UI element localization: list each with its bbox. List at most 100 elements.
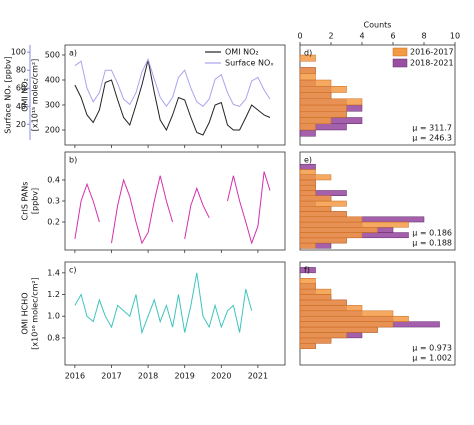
y2-tick-label: 60 (16, 84, 26, 93)
histogram-bar (299, 79, 332, 87)
panel-label: d) (304, 49, 312, 58)
histogram-bar (299, 343, 316, 349)
x-tick-label: 2017 (101, 372, 121, 381)
data-line (74, 59, 271, 136)
y2-axis-label: Surface NOₓ [ppbv] (4, 56, 13, 134)
histogram-bar (299, 73, 316, 81)
y2-tick-label: 80 (16, 66, 26, 75)
histogram-bar (299, 221, 409, 228)
y-axis-label: [ppbv] (31, 188, 40, 214)
legend-label: OMI NO₂ (225, 48, 259, 57)
histogram-bar (299, 242, 316, 249)
y-tick-label: 0.3 (47, 197, 60, 206)
annotation: μ = 311.7 (412, 124, 452, 133)
histogram-bar (299, 163, 316, 170)
x-tick-label: 6 (390, 32, 395, 41)
x-tick-label: 10 (450, 32, 460, 41)
histogram-bar (299, 179, 316, 186)
panel-label: f) (304, 266, 310, 275)
annotation: μ = 0.186 (412, 229, 452, 238)
y-tick-label: 300 (45, 101, 60, 110)
y-axis-label: [x10¹⁶ molec/cm²] (31, 277, 40, 349)
data-line (74, 58, 271, 108)
y-tick-label: 500 (45, 51, 60, 60)
data-line (74, 272, 253, 335)
annotation: μ = 1.002 (412, 354, 452, 363)
legend-swatch (392, 47, 408, 57)
histogram-bar (299, 294, 332, 301)
panel-label: c) (69, 266, 77, 275)
x-tick-label: 2016 (65, 372, 85, 381)
x-tick-label: 2021 (248, 372, 268, 381)
histogram-bar (299, 67, 316, 74)
y-tick-label: 200 (45, 126, 60, 135)
histogram-bar (299, 206, 332, 212)
y2-tick-label: 20 (16, 120, 26, 129)
histogram-bar (299, 326, 378, 333)
legend-label: Surface NOₓ (225, 59, 274, 68)
histogram-bar (299, 310, 394, 317)
x-tick-label: 2 (328, 32, 333, 41)
histogram-bar (299, 211, 347, 218)
y-axis-label: [x10¹⁵ molec/cm²] (31, 59, 40, 131)
x-tick-label: 0 (297, 32, 302, 41)
legend-label: 2016-2017 (410, 48, 454, 57)
y-axis-label: OMI NO₂ (21, 78, 30, 112)
histogram-bar (299, 195, 332, 202)
histogram-bar (299, 227, 378, 233)
histogram-bar (299, 200, 347, 207)
panel-label: b) (69, 156, 77, 165)
y-tick-label: 400 (45, 76, 60, 85)
y2-tick-label: 40 (16, 102, 26, 111)
histogram-bar (299, 174, 332, 181)
panel-frame (64, 151, 286, 251)
y-axis-label: CrIS PANs (21, 182, 30, 221)
histogram-bar (299, 232, 363, 239)
panel-frame (64, 44, 286, 146)
histogram-bar (299, 123, 316, 131)
x-tick-label: 2018 (138, 372, 158, 381)
histogram-bar (299, 184, 316, 191)
legend-swatch (392, 58, 408, 68)
histogram-bar (299, 283, 316, 290)
y-axis-label: OMI HCHO (21, 292, 30, 334)
histogram-bar (299, 129, 316, 137)
histogram-bar (299, 315, 409, 322)
histogram-bar (299, 104, 347, 112)
annotation: μ = 246.3 (412, 134, 452, 143)
histogram-bar (299, 332, 347, 339)
x-tick-label: 2019 (175, 372, 195, 381)
histogram-bar (299, 111, 347, 118)
x-tick-label: 8 (421, 32, 426, 41)
histogram-bar (299, 321, 394, 328)
legend-label: 2018-2021 (410, 59, 454, 68)
y-tick-label: 0.8 (47, 333, 60, 342)
histogram-bar (299, 299, 347, 306)
histogram-bar (299, 305, 363, 312)
histogram-bar (299, 337, 332, 344)
histogram-bar (299, 288, 332, 295)
y-tick-label: 0.2 (47, 218, 60, 227)
y-tick-label: 1.4 (47, 268, 60, 277)
y-tick-label: 0.4 (47, 175, 60, 184)
x-tick-label: 4 (359, 32, 364, 41)
histogram-bar (299, 98, 363, 106)
panel-label: a) (69, 49, 77, 58)
histogram-bar (299, 54, 316, 62)
histogram-bar (299, 86, 347, 93)
histogram-bar (299, 216, 363, 223)
y-tick-label: 1.2 (47, 290, 60, 299)
data-line (74, 171, 271, 245)
histogram-bar (299, 267, 316, 274)
annotation: μ = 0.973 (412, 344, 452, 353)
x-tick-label: 2020 (211, 372, 231, 381)
panel-label: e) (304, 156, 312, 165)
panel-frame (64, 261, 286, 366)
histogram-bar (299, 278, 316, 284)
y-tick-label: 1.0 (47, 312, 60, 321)
histogram-bar (299, 92, 332, 99)
histogram-bar (299, 190, 316, 196)
annotation: μ = 0.188 (412, 239, 452, 248)
histogram-bar (299, 117, 332, 124)
